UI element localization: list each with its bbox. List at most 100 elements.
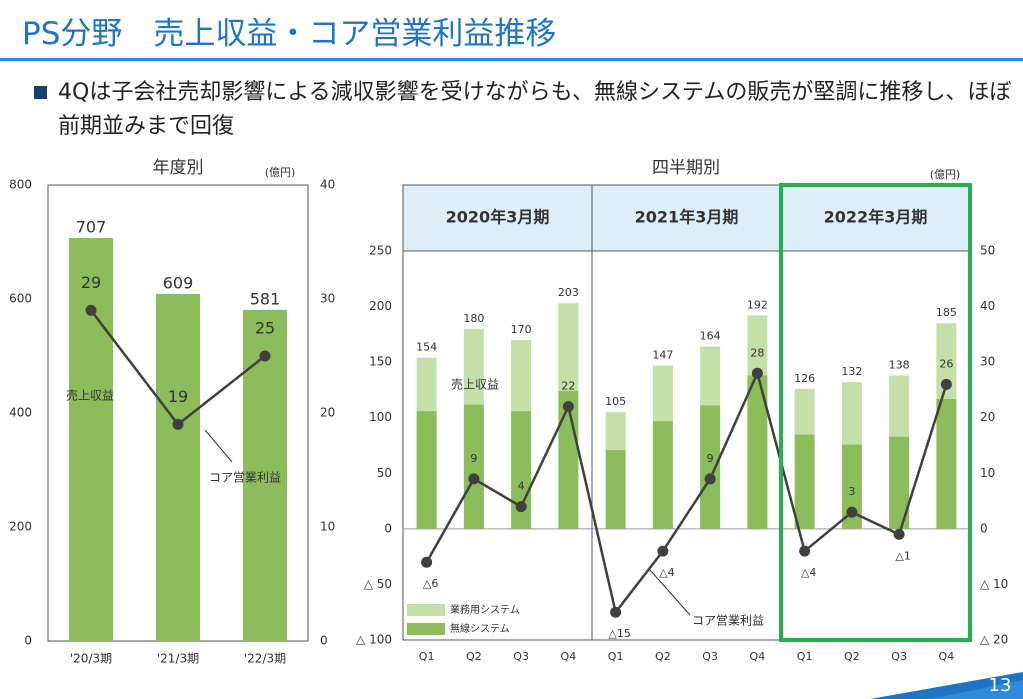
- bar: [156, 293, 200, 641]
- bar-segment: [511, 339, 532, 412]
- line-point: [421, 556, 433, 568]
- plot-frame: [402, 184, 971, 641]
- line-value-label: 9: [470, 452, 477, 465]
- line-value-label: △4: [801, 566, 816, 579]
- total-label: 164: [700, 330, 721, 343]
- series-annotation: 売上収益: [66, 388, 114, 403]
- page-number: 13: [989, 675, 1012, 696]
- line-value-label: 25: [255, 319, 275, 338]
- bar-segment: [794, 434, 815, 529]
- line-value-label: 4: [518, 480, 525, 493]
- line-value-label: △15: [608, 627, 630, 640]
- bar-segment: [416, 411, 437, 529]
- total-label: 170: [511, 323, 532, 336]
- total-label: 105: [605, 395, 626, 408]
- line: [425, 369, 948, 616]
- bar-segment: [558, 303, 579, 392]
- line-value-label: 3: [848, 485, 855, 498]
- y-tick-label: 150: [369, 355, 392, 369]
- chart-title: 年度別: [153, 158, 204, 178]
- y2-tick-label: 40: [320, 178, 335, 192]
- leader-line: [204, 429, 233, 463]
- y2-tick-label: 30: [320, 292, 335, 306]
- bar-segment: [463, 328, 484, 405]
- bar-segment: [936, 323, 957, 399]
- line-value-label: △6: [423, 577, 438, 590]
- x-tick-label: '20/3期: [70, 652, 112, 666]
- x-tick-label: Q4: [939, 650, 955, 663]
- x-tick-label: Q3: [702, 650, 718, 663]
- highlight-box: [779, 183, 972, 642]
- line-point: [940, 378, 952, 390]
- bar: [69, 238, 113, 641]
- line-point: [562, 401, 574, 413]
- line-point: [657, 545, 669, 557]
- x-tick-label: Q1: [797, 650, 813, 663]
- bar-segment: [747, 315, 768, 376]
- total-label: 203: [558, 286, 579, 299]
- x-tick-label: Q3: [513, 650, 529, 663]
- line-value-label: 29: [81, 273, 101, 292]
- bar-segment: [889, 375, 910, 437]
- bar-segment: [511, 411, 532, 529]
- y2-tick-label: 0: [320, 634, 328, 648]
- legend-label: 業務用システム: [450, 603, 520, 616]
- y2-tick-label: 10: [980, 466, 995, 480]
- line-point: [468, 473, 480, 485]
- bar-segment: [889, 436, 910, 529]
- corner-shape: [930, 680, 1023, 699]
- total-label: 180: [463, 312, 484, 325]
- series-annotation: コア営業利益: [692, 614, 764, 628]
- y-tick-label: 200: [9, 520, 32, 534]
- x-tick-label: Q4: [750, 650, 766, 663]
- bar-segment: [747, 375, 768, 529]
- y-tick-label: △ 100: [356, 633, 392, 647]
- bar: [243, 309, 287, 641]
- bar-value-label: 707: [76, 218, 107, 237]
- total-label: 185: [936, 306, 957, 319]
- bullet-text: 4Qは子会社売却影響による減収影響を受けながらも、無線システムの販売が堅調に推移…: [58, 80, 1012, 139]
- y2-tick-label: 20: [320, 406, 335, 420]
- bar-segment: [794, 388, 815, 435]
- line-point: [515, 501, 527, 513]
- bar-segment: [463, 404, 484, 529]
- y2-tick-label: 10: [320, 520, 335, 534]
- y2-tick-label: 20: [980, 410, 995, 424]
- line-point: [846, 506, 858, 518]
- bar-segment: [936, 398, 957, 529]
- y2-tick-label: 40: [980, 299, 995, 313]
- line-point: [799, 545, 811, 557]
- y-tick-label: 800: [9, 178, 32, 192]
- y-tick-label: 100: [369, 410, 392, 424]
- total-label: 132: [841, 365, 862, 378]
- chart-title: 四半期別: [652, 158, 720, 178]
- y-tick-label: 600: [9, 292, 32, 306]
- y-tick-label: 0: [384, 521, 392, 535]
- line-value-label: △1: [895, 549, 910, 562]
- y-tick-label: 250: [369, 244, 392, 258]
- total-label: 192: [747, 298, 768, 311]
- total-label: 147: [652, 348, 673, 361]
- title-rule: [0, 58, 1023, 61]
- line-point: [610, 606, 622, 618]
- line-point: [704, 473, 716, 485]
- y2-tick-label: △ 10: [980, 577, 1008, 591]
- bar-value-label: 581: [250, 289, 281, 308]
- x-tick-label: Q1: [419, 650, 435, 663]
- x-tick-label: Q2: [655, 650, 671, 663]
- group-label: 2021年3月期: [635, 208, 739, 227]
- series-annotation: 売上収益: [451, 377, 499, 392]
- line-value-label: 9: [707, 452, 714, 465]
- unit-label: (億円): [265, 166, 296, 179]
- bar-segment: [652, 365, 673, 422]
- bar-segment: [700, 405, 721, 529]
- line-value-label: △4: [659, 566, 674, 579]
- y2-tick-label: 50: [980, 244, 995, 258]
- y-tick-label: 0: [24, 634, 32, 648]
- line-point: [172, 418, 184, 430]
- x-tick-label: '22/3期: [244, 652, 286, 666]
- total-label: 154: [416, 341, 437, 354]
- bar-segment: [841, 382, 862, 445]
- slide-title: PS分野 売上収益・コア営業利益推移: [22, 16, 557, 52]
- x-tick-label: Q4: [561, 650, 577, 663]
